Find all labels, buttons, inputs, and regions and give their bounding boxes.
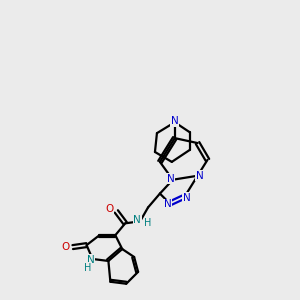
Text: O: O [62, 242, 70, 252]
Text: N: N [133, 215, 141, 225]
Text: N: N [196, 171, 203, 181]
Text: N: N [171, 116, 178, 126]
Text: N: N [167, 174, 175, 184]
Text: N: N [87, 255, 94, 265]
Text: O: O [105, 204, 113, 214]
Text: N: N [183, 193, 190, 202]
Text: H: H [84, 263, 91, 273]
Text: H: H [144, 218, 152, 228]
Text: N: N [164, 200, 172, 209]
